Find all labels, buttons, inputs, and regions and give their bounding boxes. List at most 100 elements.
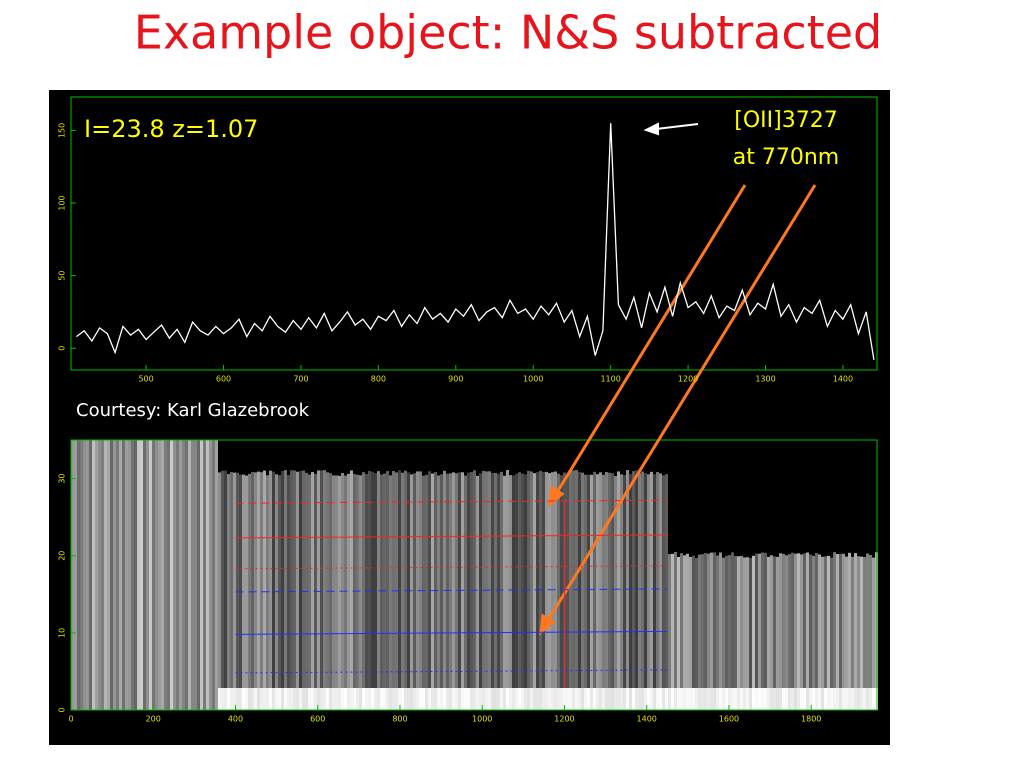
image-column — [200, 440, 203, 710]
image-column — [569, 688, 572, 710]
image-column — [449, 688, 452, 710]
bottom-frame — [70, 439, 878, 711]
wave-label: at 770nm — [733, 145, 839, 170]
image-column — [620, 688, 623, 710]
image-column — [236, 688, 239, 710]
image-column — [446, 688, 449, 710]
image-column — [290, 688, 293, 710]
image-column — [314, 473, 317, 710]
image-column — [164, 440, 167, 710]
image-column — [359, 475, 362, 710]
image-column — [407, 688, 410, 710]
image-column — [764, 688, 767, 710]
image-column — [242, 474, 245, 710]
image-column — [101, 440, 104, 710]
image-column — [380, 474, 383, 710]
image-column — [92, 440, 95, 710]
image-column — [236, 472, 239, 710]
image-column — [743, 688, 746, 710]
image-column — [809, 688, 812, 710]
image-column — [278, 688, 281, 710]
image-column — [374, 688, 377, 710]
trace-line — [235, 669, 668, 674]
image-column — [332, 688, 335, 710]
image-column — [359, 688, 362, 710]
image-column — [722, 557, 725, 710]
image-column — [791, 688, 794, 710]
image-column — [257, 688, 260, 710]
image-column — [608, 472, 611, 710]
image-column — [335, 475, 338, 710]
image-column — [434, 688, 437, 710]
image-column — [77, 440, 80, 710]
image-column — [854, 553, 857, 710]
y-tick-label: 100 — [58, 195, 67, 210]
image-column — [707, 553, 710, 710]
image-column — [320, 470, 323, 710]
image-column — [611, 688, 614, 710]
image-column — [629, 688, 632, 710]
image-column — [845, 688, 848, 710]
image-column — [452, 688, 455, 710]
image-column — [245, 688, 248, 710]
image-column — [323, 688, 326, 710]
image-column — [560, 688, 563, 710]
image-column — [590, 474, 593, 710]
image-column — [296, 688, 299, 710]
image-column — [857, 688, 860, 710]
x-tick-label: 400 — [228, 715, 243, 724]
line-label: [OII]3727 — [734, 108, 837, 133]
image-column — [479, 473, 482, 710]
image-column — [593, 688, 596, 710]
image-column — [797, 688, 800, 710]
trace-line — [235, 588, 668, 593]
image-column — [317, 688, 320, 710]
y-tick-label: 150 — [58, 123, 67, 138]
image-column — [506, 470, 509, 710]
image-column — [305, 688, 308, 710]
image-column — [635, 688, 638, 710]
image-column — [536, 688, 539, 710]
image-column — [281, 471, 284, 710]
image-column — [116, 440, 119, 710]
image-column — [542, 471, 545, 710]
image-column — [767, 688, 770, 710]
image-column — [866, 553, 869, 710]
image-column — [158, 440, 161, 710]
image-column — [803, 688, 806, 710]
image-column — [74, 440, 77, 710]
image-column — [749, 688, 752, 710]
image-column — [608, 688, 611, 710]
image-column — [371, 688, 374, 710]
image-column — [98, 440, 101, 710]
image-column — [851, 556, 854, 710]
image-column — [218, 688, 221, 710]
image-column — [515, 473, 518, 710]
image-column — [776, 556, 779, 710]
x-tick-label: 800 — [371, 375, 386, 384]
image-column — [629, 473, 632, 710]
image-column — [308, 474, 311, 710]
image-column — [314, 688, 317, 710]
image-column — [299, 470, 302, 710]
image-column — [485, 688, 488, 710]
image-column — [119, 440, 122, 710]
arrows — [539, 184, 817, 636]
image-column — [110, 440, 113, 710]
image-column — [269, 688, 272, 710]
image-column — [341, 688, 344, 710]
image-column — [446, 473, 449, 710]
y-tick-label: 0 — [58, 346, 67, 351]
image-column — [698, 554, 701, 710]
image-column — [785, 688, 788, 710]
image-column — [398, 470, 401, 710]
image-column — [626, 688, 629, 710]
image-column — [521, 473, 524, 710]
image-column — [395, 688, 398, 710]
image-column — [632, 688, 635, 710]
image-column — [761, 688, 764, 710]
image-column — [779, 553, 782, 710]
x-tick-label: 1100 — [600, 375, 620, 384]
image-column — [731, 552, 734, 710]
